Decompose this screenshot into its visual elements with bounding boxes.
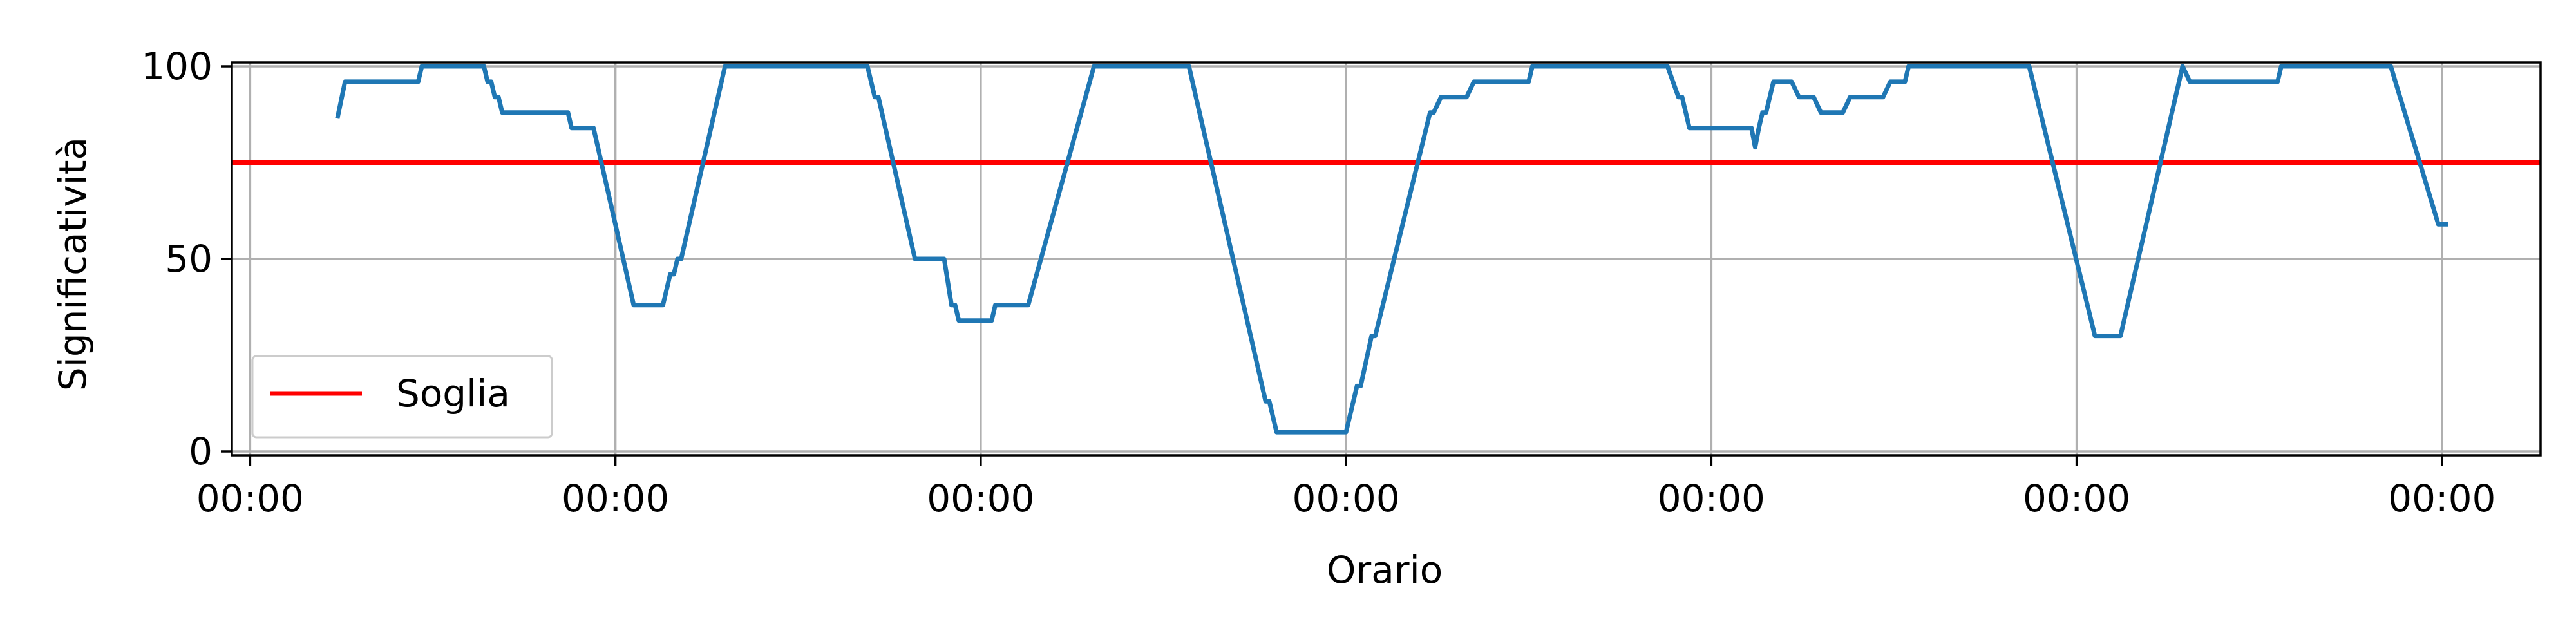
series-layer — [335, 64, 2448, 435]
x-tick-label-6: 00:00 — [2388, 477, 2496, 520]
x-tick-label-0: 00:00 — [196, 477, 304, 520]
legend: Soglia — [251, 355, 553, 439]
grid-lines — [232, 62, 2541, 455]
y-tick-label-0: 0 — [189, 430, 213, 473]
legend-box — [251, 355, 553, 439]
y-tick-label-1: 50 — [165, 237, 213, 281]
x-tick-label-5: 00:00 — [2023, 477, 2130, 520]
y-axis-ticks: 0 50 100 — [141, 44, 232, 473]
x-tick-label-4: 00:00 — [1658, 477, 1765, 520]
legend-entry-soglia: Soglia — [396, 372, 510, 415]
series-line-0 — [335, 64, 2448, 435]
x-axis-ticks: 00:00 00:00 00:00 00:00 00:00 00:00 00:00 — [196, 455, 2496, 520]
x-tick-label-3: 00:00 — [1293, 477, 1400, 520]
y-tick-label-2: 100 — [141, 44, 213, 88]
x-axis-label: Orario — [1327, 548, 1443, 592]
x-tick-label-2: 00:00 — [927, 477, 1034, 520]
y-axis-label: Significatività — [51, 137, 95, 391]
x-tick-label-1: 00:00 — [562, 477, 669, 520]
